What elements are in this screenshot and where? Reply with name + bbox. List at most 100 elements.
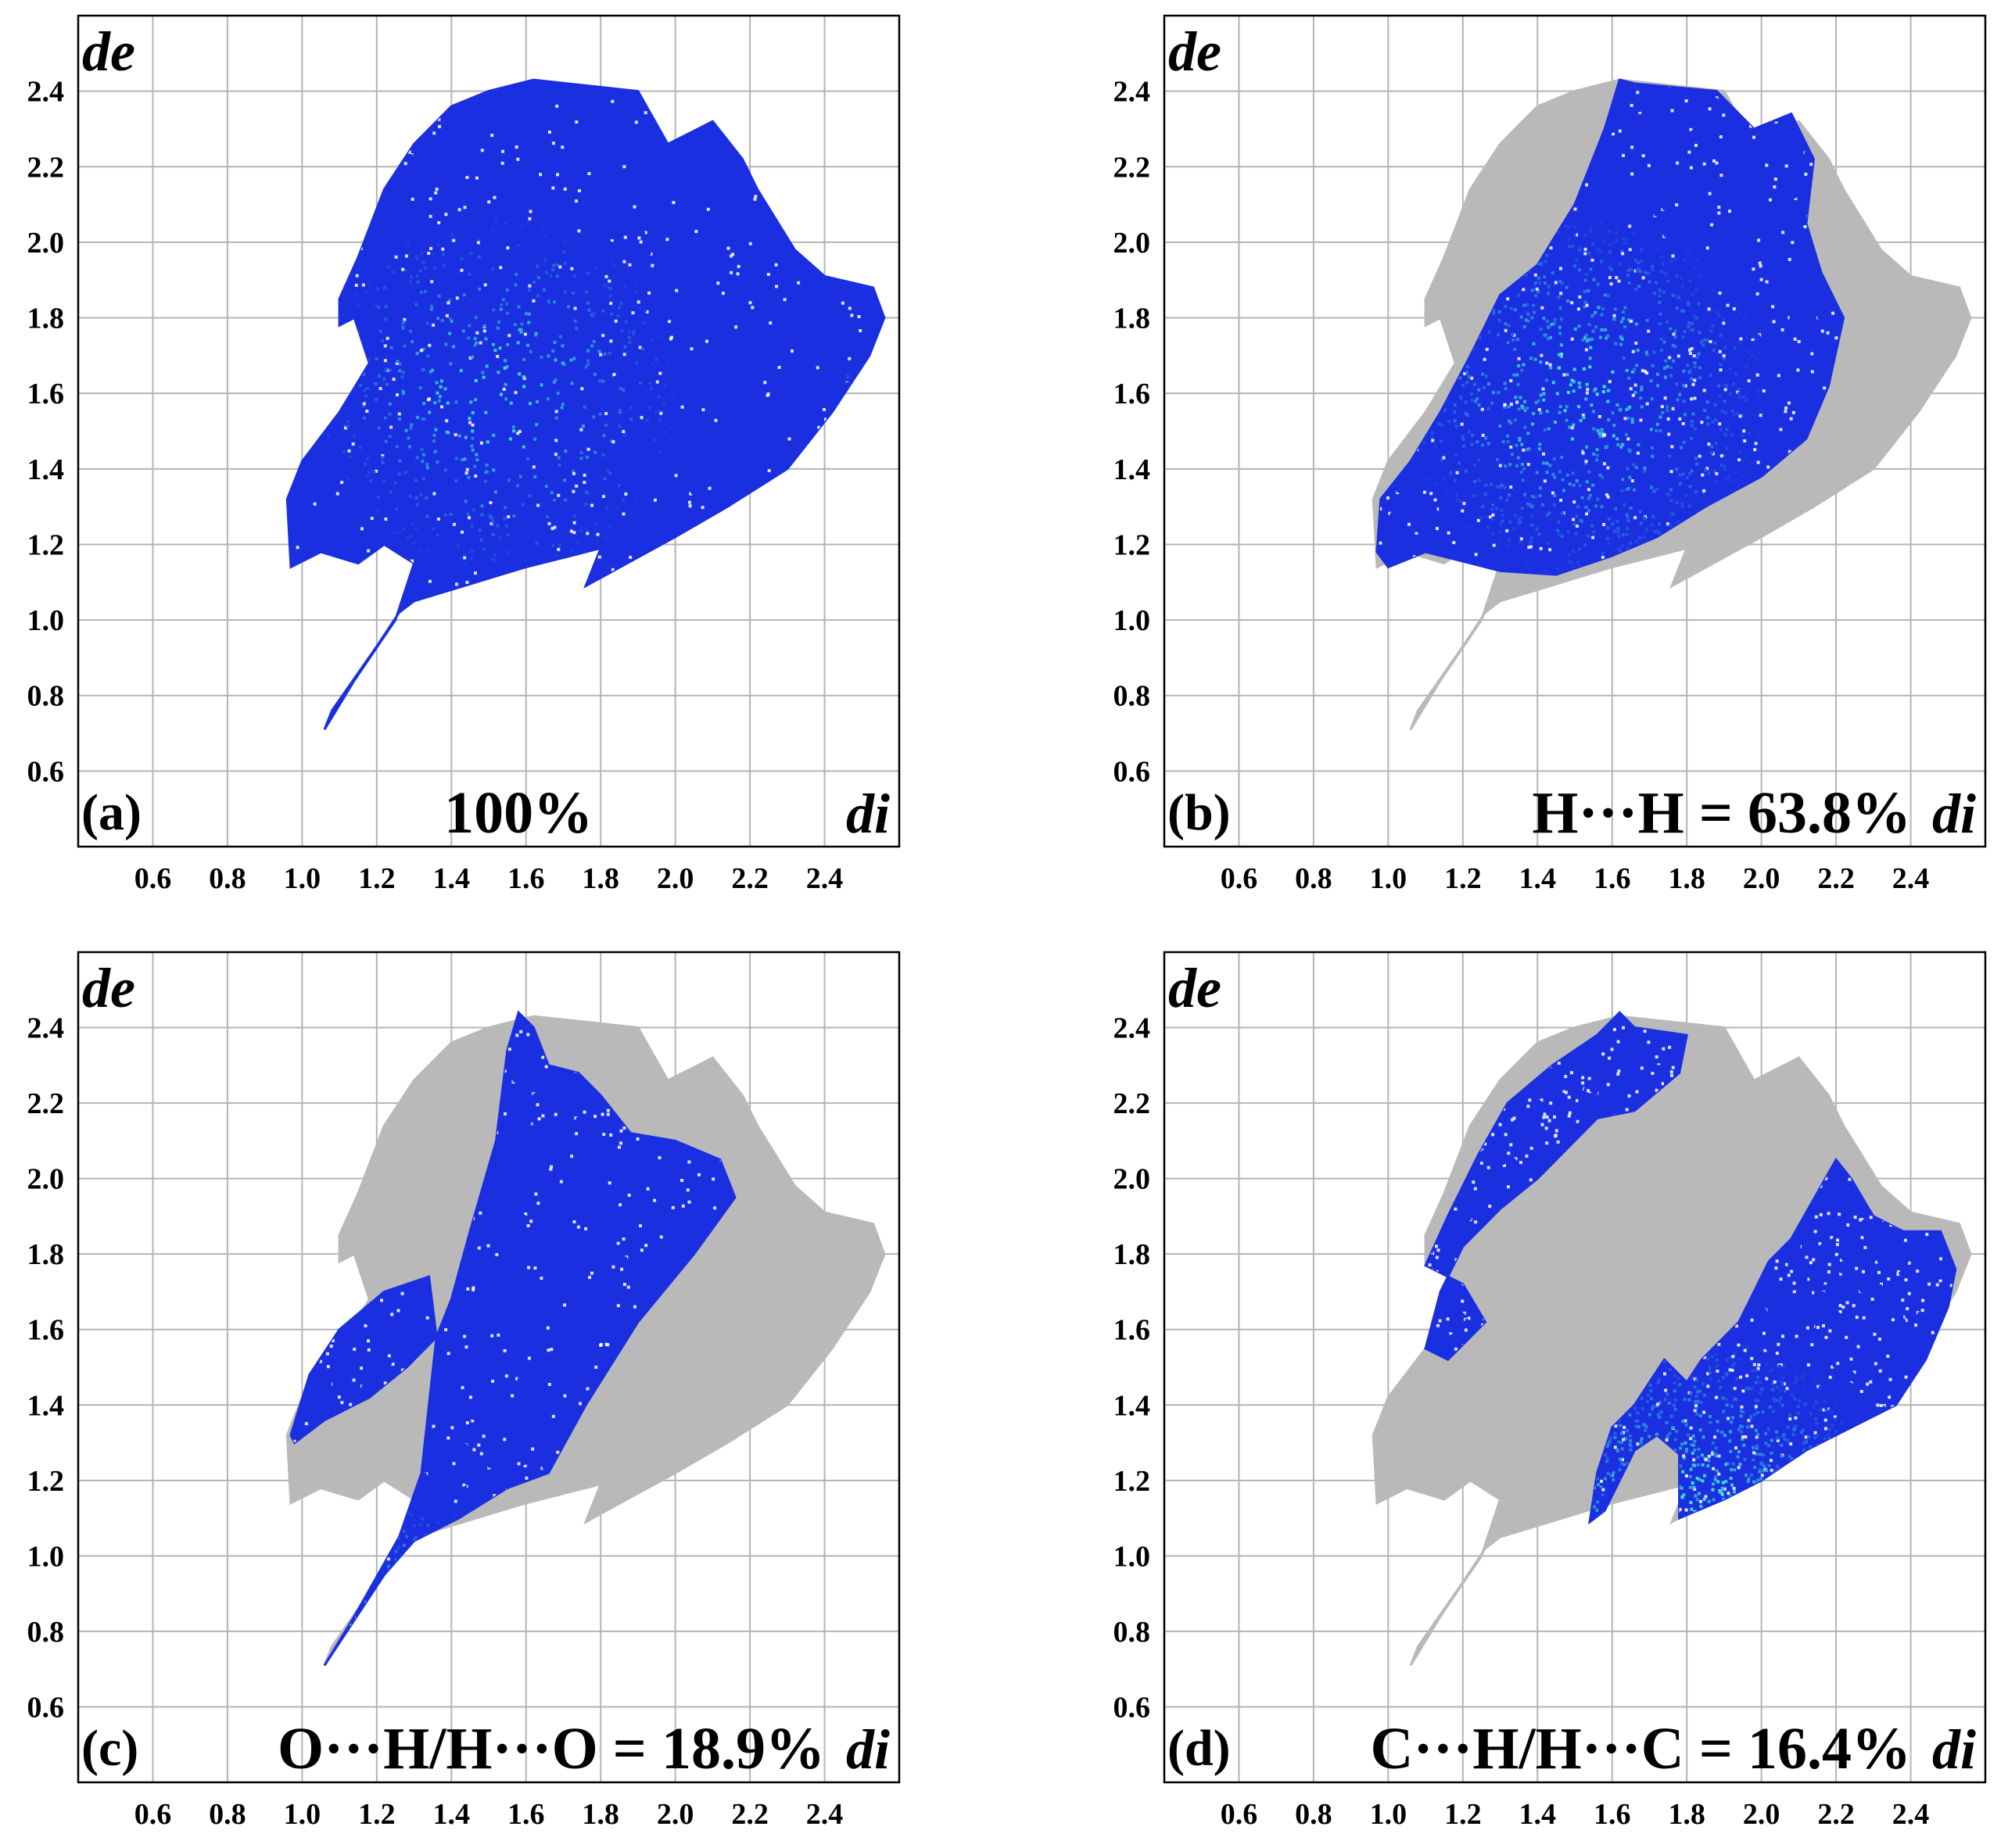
y-tick-label: 1.2 (1113, 528, 1151, 561)
x-tick-label: 0.8 (209, 1798, 246, 1831)
x-tick-label: 2.2 (731, 1798, 769, 1831)
y-tick-label: 1.4 (1113, 1389, 1151, 1422)
y-tick-label: 0.6 (27, 1691, 65, 1724)
x-tick-label: 2.0 (1743, 1798, 1780, 1831)
x-axis-label: di (1932, 1718, 1976, 1781)
x-tick-label: 0.6 (1221, 1798, 1258, 1831)
y-tick-label: 2.4 (1113, 1012, 1151, 1045)
y-tick-label: 1.8 (1113, 303, 1151, 335)
plot-frame (1163, 951, 1987, 1784)
y-axis-label: de (82, 957, 135, 1019)
panel-a: 0.6 0.8 1.0 1.2 1.4 1.6 1.8 2.0 2.2 2.4 0.6 0.8 1.0 1… (27, 14, 901, 895)
y-tick-label: 2.4 (27, 1012, 65, 1045)
y-tick-label: 1.2 (27, 1465, 65, 1498)
x-tick-label: 2.4 (1892, 1798, 1930, 1831)
y-tick-label: 1.6 (1113, 378, 1151, 410)
panel-label: (b) (1167, 784, 1231, 841)
x-tick-label: 1.6 (507, 862, 545, 895)
contact-region (1588, 1157, 1957, 1525)
x-tick-label: 0.8 (1295, 862, 1332, 895)
y-tick-label: 2.4 (1113, 76, 1151, 109)
x-tick-label: 2.4 (806, 1798, 844, 1831)
y-tick-label: 2.4 (27, 76, 65, 109)
y-tick-label: 1.6 (1113, 1314, 1151, 1347)
x-tick-label: 0.8 (209, 862, 246, 895)
x-tick-label: 1.8 (582, 862, 619, 895)
x-tick-label: 1.8 (582, 1798, 619, 1831)
panel-label: (a) (81, 784, 142, 841)
y-tick-label: 0.6 (27, 755, 65, 788)
y-tick-label: 2.2 (1113, 151, 1151, 184)
x-tick-label: 0.8 (1295, 1798, 1332, 1831)
y-tick-label: 2.0 (1113, 1163, 1151, 1196)
y-axis-label: de (1168, 957, 1221, 1019)
x-tick-label: 0.6 (134, 862, 172, 895)
y-tick-label: 0.6 (1113, 755, 1151, 788)
y-tick-label: 1.0 (27, 604, 65, 637)
x-tick-label: 2.2 (731, 862, 769, 895)
x-tick-label: 1.4 (1519, 1798, 1557, 1831)
x-axis-label: di (846, 1718, 890, 1781)
x-axis-label: di (1932, 783, 1976, 845)
y-tick-label: 2.0 (1113, 227, 1151, 260)
contact-percentage-caption: O···H/H···O = 18.9% (278, 1716, 825, 1782)
y-tick-label: 1.4 (27, 453, 65, 486)
x-tick-label: 2.0 (657, 1798, 694, 1831)
x-tick-label: 1.4 (1519, 862, 1557, 895)
x-axis-label: di (846, 783, 890, 845)
x-tick-label: 1.0 (284, 862, 321, 895)
plot-frame (77, 14, 901, 848)
y-tick-label: 0.8 (1113, 1616, 1151, 1649)
contact-region (289, 1010, 737, 1667)
y-tick-label: 1.0 (27, 1540, 65, 1573)
y-tick-label: 1.4 (27, 1389, 65, 1422)
x-tick-label: 1.8 (1668, 1798, 1705, 1831)
x-tick-label: 1.2 (358, 862, 396, 895)
y-tick-label: 1.2 (27, 528, 65, 561)
y-tick-label: 1.2 (1113, 1465, 1151, 1498)
x-tick-label: 2.4 (806, 862, 844, 895)
y-tick-label: 1.6 (27, 1314, 65, 1347)
y-tick-label: 1.0 (1113, 604, 1151, 637)
x-tick-label: 2.0 (1743, 862, 1780, 895)
y-tick-label: 1.0 (1113, 1540, 1151, 1573)
y-tick-label: 1.8 (27, 303, 65, 335)
contact-region (285, 78, 886, 730)
y-tick-label: 0.8 (27, 1616, 65, 1649)
x-tick-label: 1.4 (433, 1798, 471, 1831)
y-axis-label: de (82, 20, 135, 83)
x-tick-label: 1.6 (507, 1798, 545, 1831)
y-tick-label: 2.2 (27, 1087, 65, 1120)
x-tick-label: 1.8 (1668, 862, 1705, 895)
x-tick-label: 1.6 (1594, 862, 1631, 895)
x-tick-label: 1.2 (358, 1798, 396, 1831)
x-tick-label: 1.6 (1594, 1798, 1631, 1831)
panel-d: 0.6 0.8 1.0 1.2 1.4 1.6 1.8 2.0 2.2 2.4 0.6 0.8 1.0 1… (1113, 951, 1987, 1831)
contact-region (1375, 78, 1845, 576)
panel-c: 0.6 0.8 1.0 1.2 1.4 1.6 1.8 2.0 2.2 2.4 0.6 0.8 1.0 1… (27, 951, 901, 1831)
y-tick-label: 0.6 (1113, 1691, 1151, 1724)
contact-percentage-caption: C···H/H···C = 16.4% (1371, 1716, 1912, 1782)
x-tick-label: 0.6 (1221, 862, 1258, 895)
panel-label: (d) (1167, 1720, 1231, 1777)
y-axis-label: de (1168, 20, 1221, 83)
x-tick-label: 2.2 (1817, 1798, 1855, 1831)
plot-area (1372, 78, 1972, 730)
x-tick-label: 2.0 (657, 862, 694, 895)
x-tick-label: 1.2 (1444, 862, 1482, 895)
x-tick-label: 1.2 (1444, 1798, 1482, 1831)
x-tick-label: 1.0 (1370, 862, 1407, 895)
contact-percentage-caption: H···H = 63.8% (1532, 780, 1911, 846)
y-tick-label: 2.0 (27, 227, 65, 260)
plot-frame (77, 951, 901, 1784)
y-tick-label: 0.8 (27, 680, 65, 713)
panel-b: 0.6 0.8 1.0 1.2 1.4 1.6 1.8 2.0 2.2 2.4 0.6 0.8 1.0 1… (1113, 14, 1987, 895)
panel-label: (c) (81, 1720, 138, 1777)
y-tick-label: 2.2 (1113, 1087, 1151, 1120)
x-tick-label: 2.4 (1892, 862, 1930, 895)
plot-frame (1163, 14, 1987, 848)
x-tick-label: 2.2 (1817, 862, 1855, 895)
y-tick-label: 0.8 (1113, 680, 1151, 713)
contact-percentage-caption: 100% (444, 780, 593, 846)
